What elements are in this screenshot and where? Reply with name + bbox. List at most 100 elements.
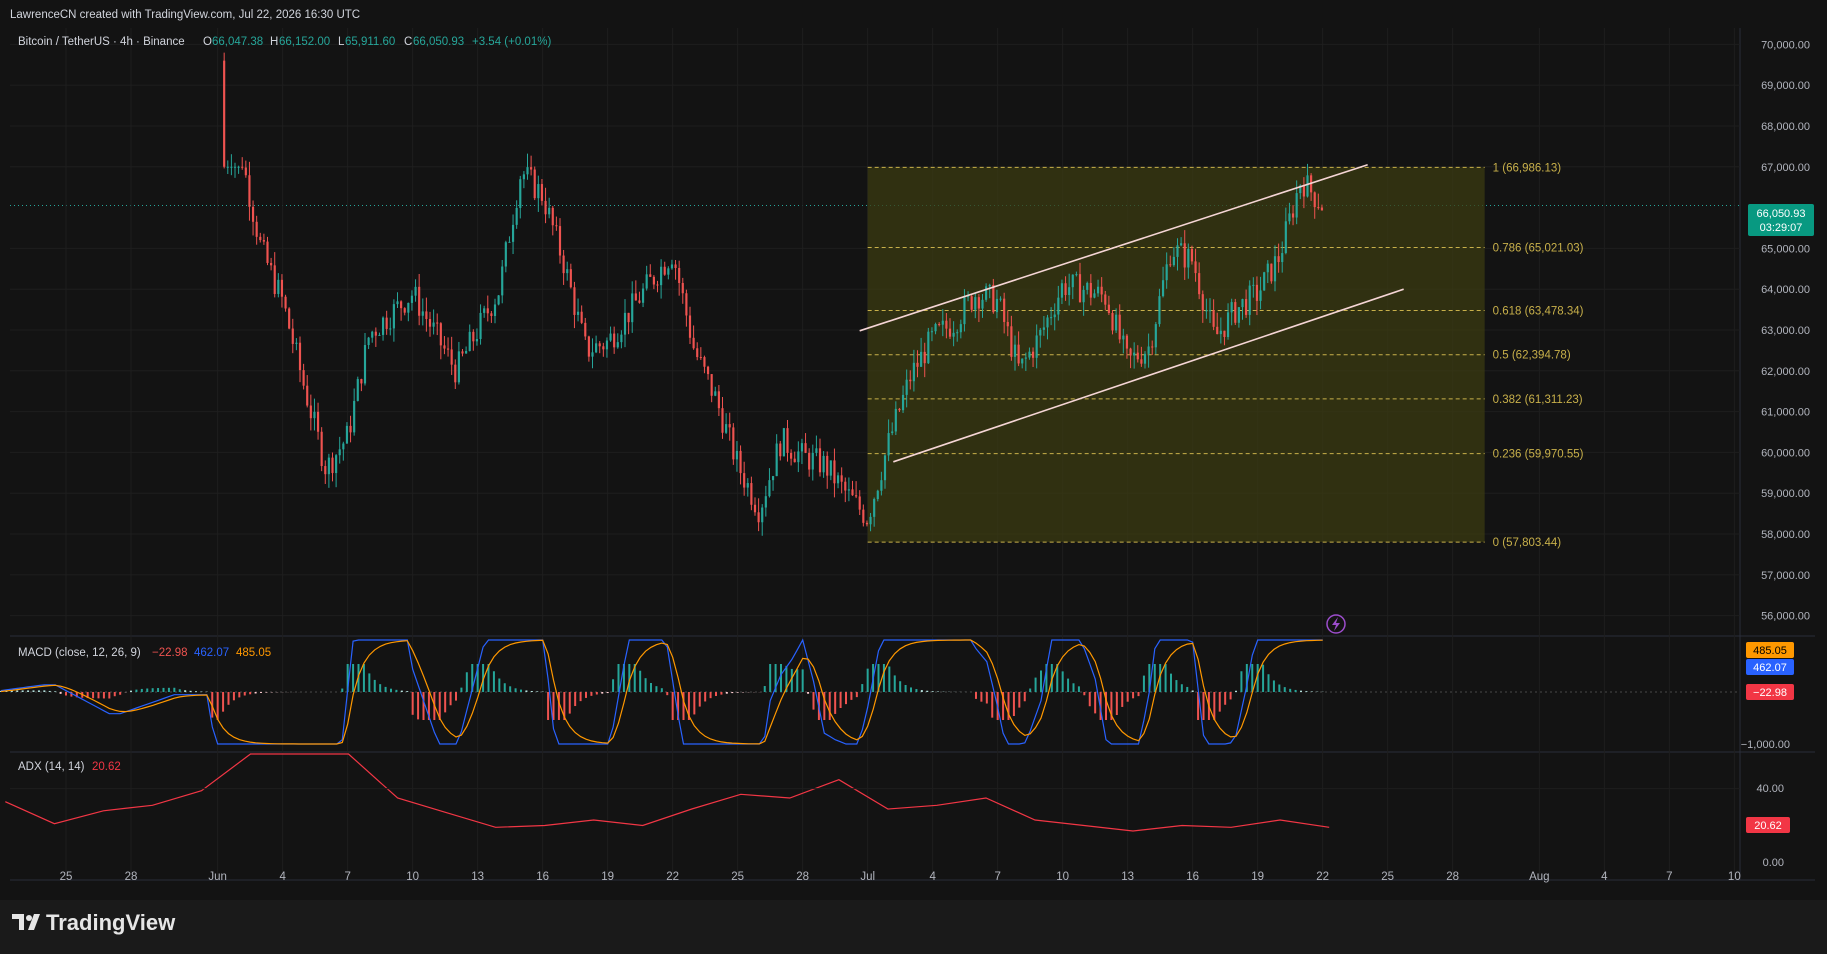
time-axis-label: 7 [344, 871, 350, 883]
candle-body [721, 408, 724, 433]
candle-body [1273, 256, 1277, 282]
candle-body [858, 496, 861, 510]
candle-body [862, 509, 865, 523]
candle-body [1259, 290, 1262, 301]
candle-body [270, 262, 273, 266]
candle-body [818, 448, 822, 473]
ohlc-close-label: C [404, 36, 412, 48]
symbol-label[interactable]: Bitcoin / TetherUS · 4h · Binance [18, 36, 185, 48]
candle-body [703, 357, 706, 367]
lightning-icon[interactable] [1326, 614, 1346, 634]
price-axis-label: 60,000.00 [1761, 447, 1810, 459]
candle-body [656, 284, 659, 286]
candle-body [869, 516, 872, 525]
candle-body [739, 450, 742, 474]
candle-body [728, 424, 731, 428]
candle-body [537, 184, 540, 199]
candle-body [530, 167, 533, 170]
candle-body [1161, 280, 1165, 297]
time-axis-label: 10 [1056, 871, 1069, 883]
candle-body [1223, 330, 1226, 337]
candle-body [587, 336, 590, 357]
time-axis-label: 19 [601, 871, 614, 883]
candle-body [808, 452, 811, 470]
adx-line [5, 753, 1330, 832]
candle-body [920, 351, 923, 367]
candle-body [753, 504, 757, 513]
candle-body [948, 328, 952, 337]
candle-body [356, 379, 359, 401]
candle-body [551, 207, 554, 226]
candle-body [894, 408, 897, 432]
candle-body [743, 473, 746, 488]
candle-body [1255, 284, 1259, 301]
ohlc-high: 66,152.00 [279, 36, 330, 48]
candle-body [1219, 330, 1222, 335]
candle-body [627, 312, 630, 323]
macd-hist-badge: −22.98 [1753, 687, 1787, 699]
candle-body [699, 357, 702, 359]
candle-body [750, 483, 753, 505]
candle-body [1252, 284, 1255, 286]
ascending-channel[interactable] [859, 163, 1404, 463]
tradingview-logo-icon [12, 914, 40, 930]
fib-level-label: 0.236 (59,970.55) [1493, 449, 1584, 461]
price-axis-label: 63,000.00 [1761, 325, 1810, 337]
candle-body [1245, 299, 1248, 315]
last-price-badge: 66,050.93 03:29:07 [1748, 204, 1814, 236]
candle-body [1147, 346, 1150, 354]
candle-body [493, 304, 497, 317]
candle-body [497, 295, 500, 305]
candle-body [1100, 286, 1103, 295]
candle-body [284, 296, 287, 309]
candle-body [1205, 310, 1208, 312]
chart-canvas[interactable]: 1 (66,986.13) 0.786 (65,021.03) 0.618 (63,… [0, 0, 1827, 900]
candle-body [829, 460, 832, 476]
candle-body [432, 322, 435, 327]
candle-body [327, 457, 330, 475]
candle-body [428, 319, 432, 327]
candle-body [598, 343, 601, 347]
candle-body [591, 352, 594, 357]
candle-body [771, 476, 775, 481]
adx-title[interactable]: ADX (14, 14) [18, 761, 85, 773]
fib-level-label: 1 (66,986.13) [1493, 162, 1562, 174]
candle-body [717, 391, 720, 409]
candle-body [1281, 253, 1284, 263]
ohlc-open: 66,047.38 [212, 36, 263, 48]
price-axis-label: 58,000.00 [1761, 529, 1810, 541]
candle-body [1230, 302, 1233, 313]
candle-body [836, 475, 840, 484]
candle-body [461, 351, 464, 354]
candle-body [1122, 335, 1125, 340]
candle-body [1317, 207, 1320, 209]
candle-body [1021, 358, 1024, 364]
tradingview-logo[interactable]: TradingView [12, 910, 175, 936]
candle-body [883, 455, 887, 481]
time-axis-label: 25 [1381, 871, 1394, 883]
candle-body [876, 490, 879, 500]
fib-retracement[interactable]: 1 (66,986.13) 0.786 (65,021.03) 0.618 (63,… [867, 162, 1584, 549]
adx-value: 20.62 [92, 761, 121, 773]
candle-body [1129, 348, 1132, 356]
macd-hist-value: −22.98 [152, 647, 188, 659]
time-axis-label: Jun [208, 871, 227, 883]
macd-signal-value: 485.05 [236, 647, 271, 659]
candle-body [714, 391, 717, 396]
candle-body [1089, 282, 1092, 298]
candle-body [790, 452, 793, 459]
price-axis-label: 69,000.00 [1761, 80, 1810, 92]
candle-body [468, 331, 471, 351]
bar-countdown: 03:29:07 [1760, 222, 1803, 234]
time-axis-label: 16 [1186, 871, 1199, 883]
candle-body [613, 333, 616, 348]
macd-title[interactable]: MACD (close, 12, 26, 9) [18, 647, 141, 659]
candle-body [1237, 307, 1240, 323]
candle-body [833, 460, 836, 484]
candle-body [313, 411, 316, 419]
candle-body [1284, 221, 1287, 254]
macd-line [0, 638, 1323, 745]
candle-body [800, 443, 804, 452]
candle-body [490, 313, 493, 317]
candle-body [345, 425, 349, 444]
